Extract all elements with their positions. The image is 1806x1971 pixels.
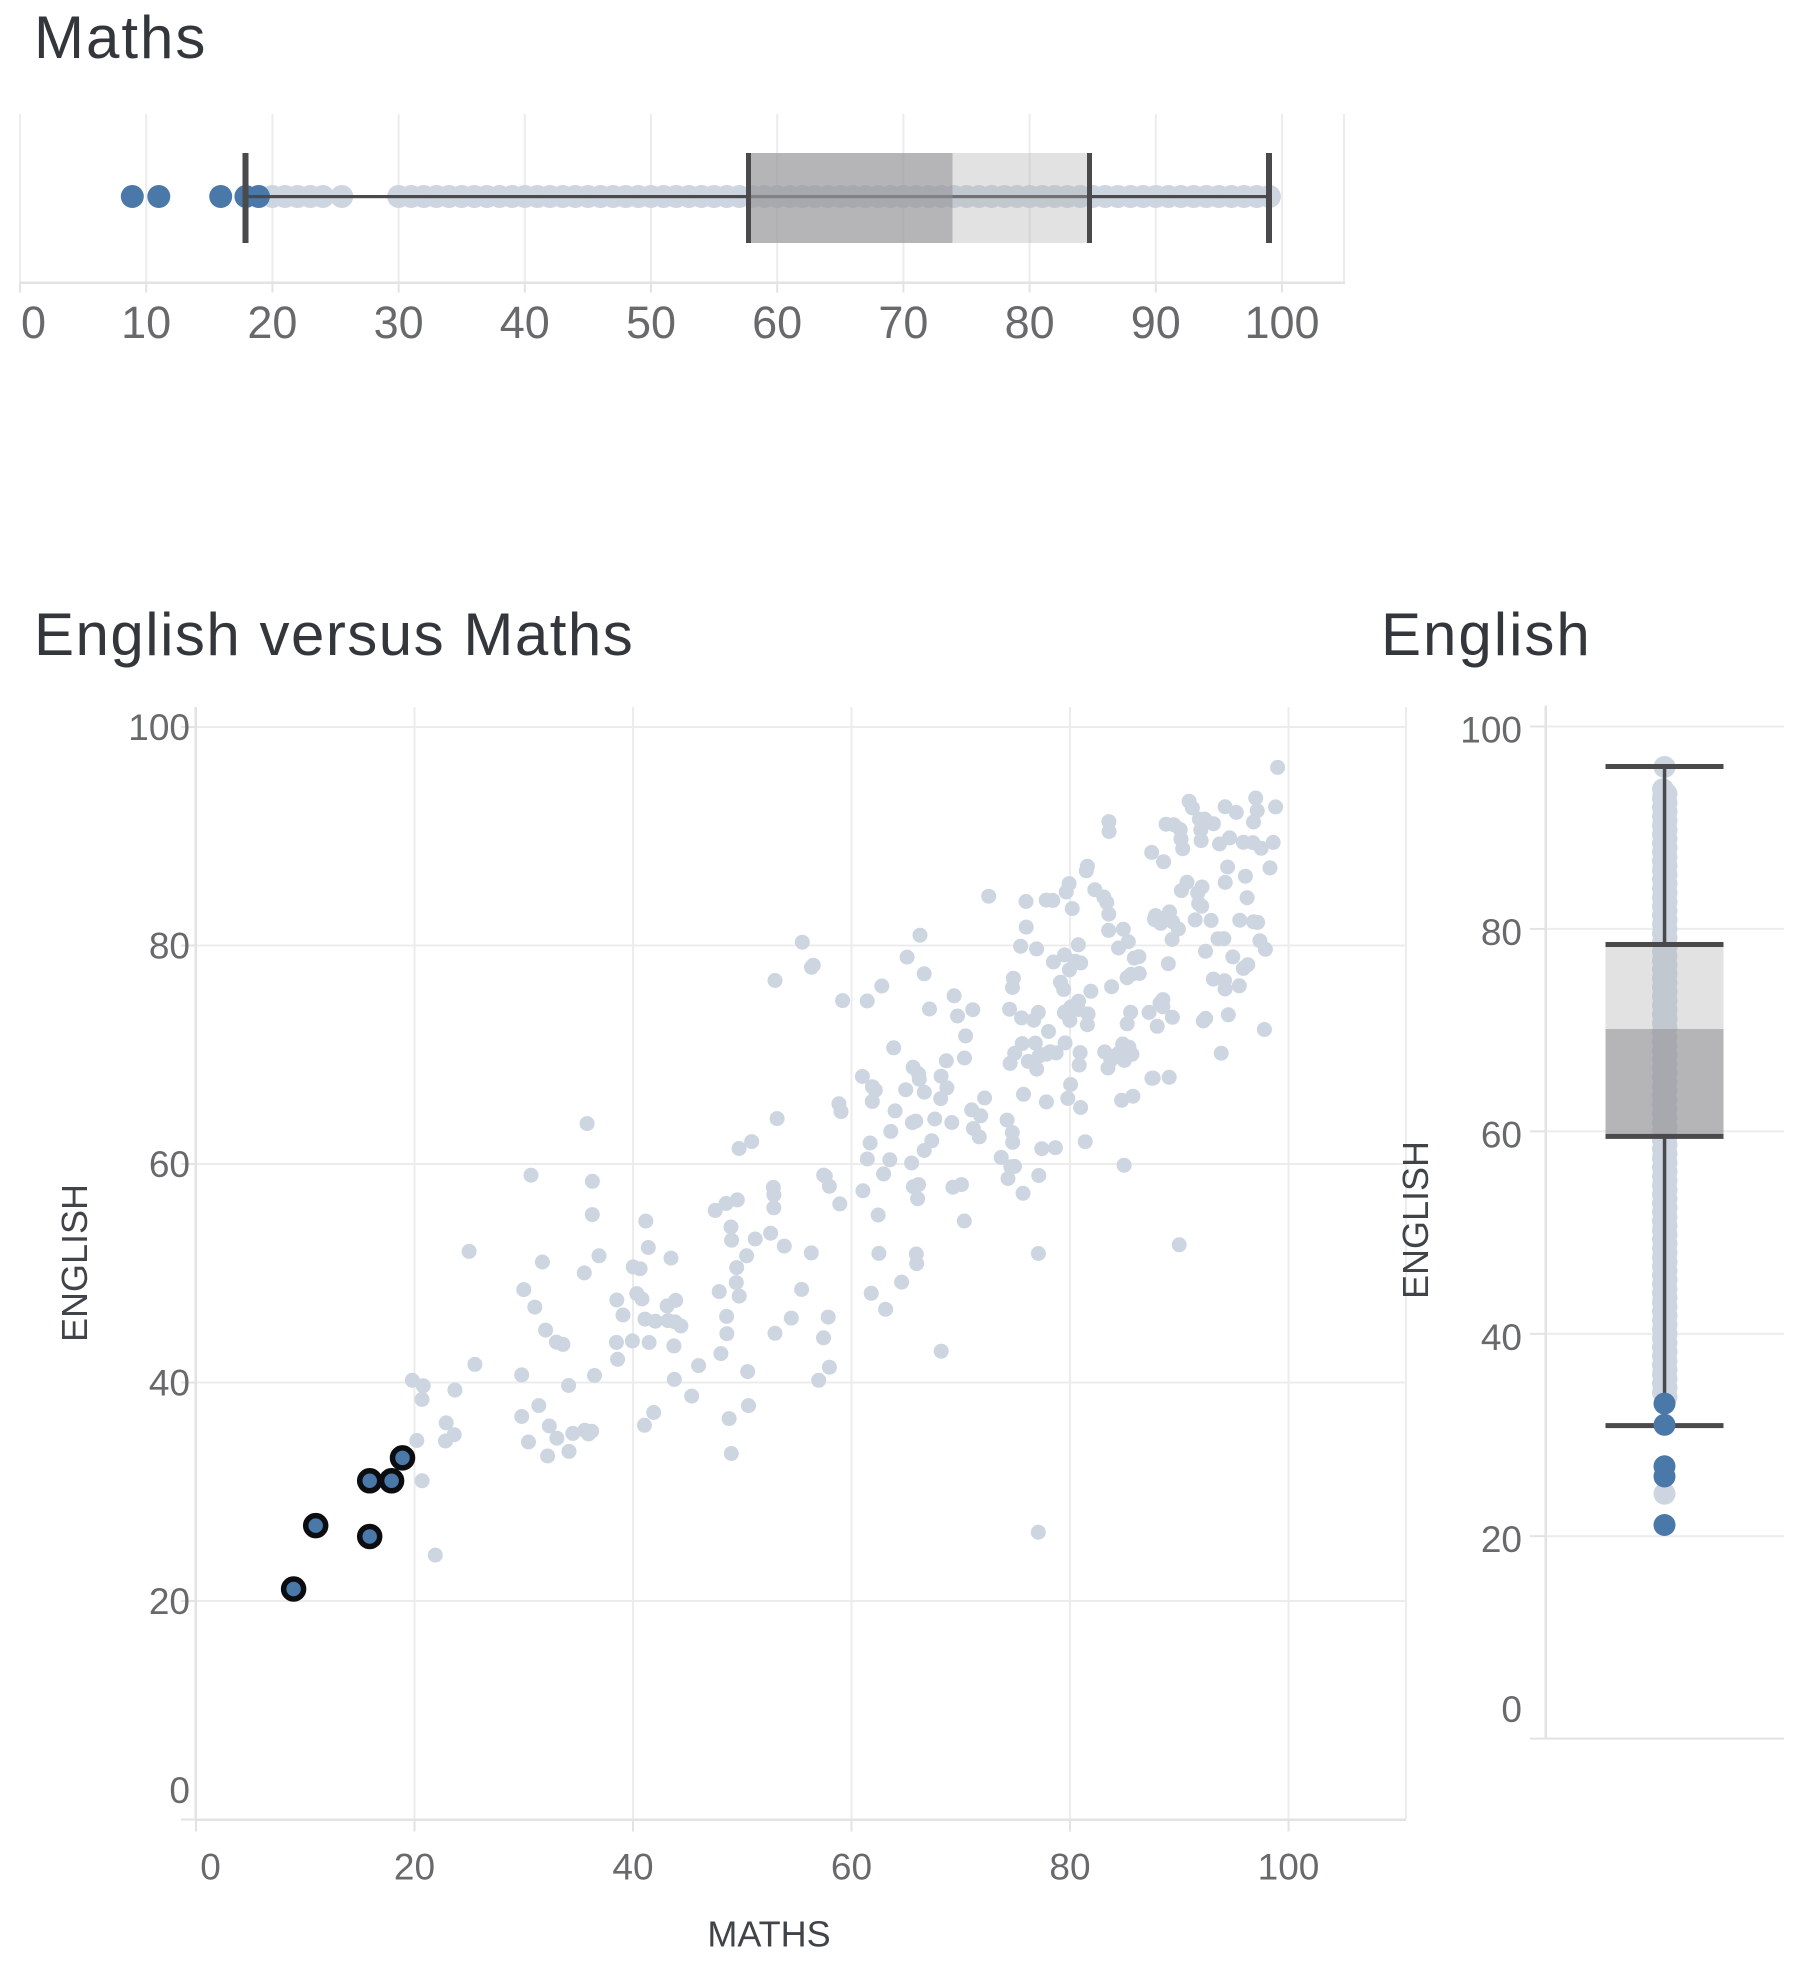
svg-text:80: 80 xyxy=(1049,1847,1090,1888)
svg-text:Maths: Maths xyxy=(34,4,207,71)
svg-text:100: 100 xyxy=(128,707,190,748)
svg-text:100: 100 xyxy=(1258,1847,1320,1888)
svg-text:60: 60 xyxy=(149,1144,190,1185)
svg-text:40: 40 xyxy=(612,1847,653,1888)
svg-text:0: 0 xyxy=(200,1847,221,1888)
svg-text:60: 60 xyxy=(831,1847,872,1888)
svg-text:100: 100 xyxy=(1460,710,1522,751)
svg-text:MATHS: MATHS xyxy=(707,1914,830,1955)
svg-text:80: 80 xyxy=(1481,912,1522,953)
svg-text:60: 60 xyxy=(752,297,802,348)
svg-text:0: 0 xyxy=(169,1770,190,1811)
svg-text:20: 20 xyxy=(1481,1519,1522,1560)
svg-text:80: 80 xyxy=(1005,297,1055,348)
svg-text:40: 40 xyxy=(1481,1317,1522,1358)
svg-text:20: 20 xyxy=(394,1847,435,1888)
svg-text:ENGLISH: ENGLISH xyxy=(1395,1141,1436,1299)
svg-text:100: 100 xyxy=(1244,297,1319,348)
svg-text:10: 10 xyxy=(121,297,171,348)
svg-text:20: 20 xyxy=(247,297,297,348)
svg-text:English versus Maths: English versus Maths xyxy=(34,601,634,668)
svg-text:60: 60 xyxy=(1481,1114,1522,1155)
svg-text:30: 30 xyxy=(374,297,424,348)
svg-text:40: 40 xyxy=(500,297,550,348)
svg-text:90: 90 xyxy=(1131,297,1181,348)
svg-text:40: 40 xyxy=(149,1363,190,1404)
svg-text:0: 0 xyxy=(1501,1689,1522,1730)
svg-text:20: 20 xyxy=(149,1581,190,1622)
svg-text:70: 70 xyxy=(878,297,928,348)
svg-text:ENGLISH: ENGLISH xyxy=(54,1184,95,1342)
svg-text:0: 0 xyxy=(21,297,46,348)
svg-text:50: 50 xyxy=(626,297,676,348)
svg-text:80: 80 xyxy=(149,926,190,967)
svg-text:English: English xyxy=(1381,601,1592,668)
